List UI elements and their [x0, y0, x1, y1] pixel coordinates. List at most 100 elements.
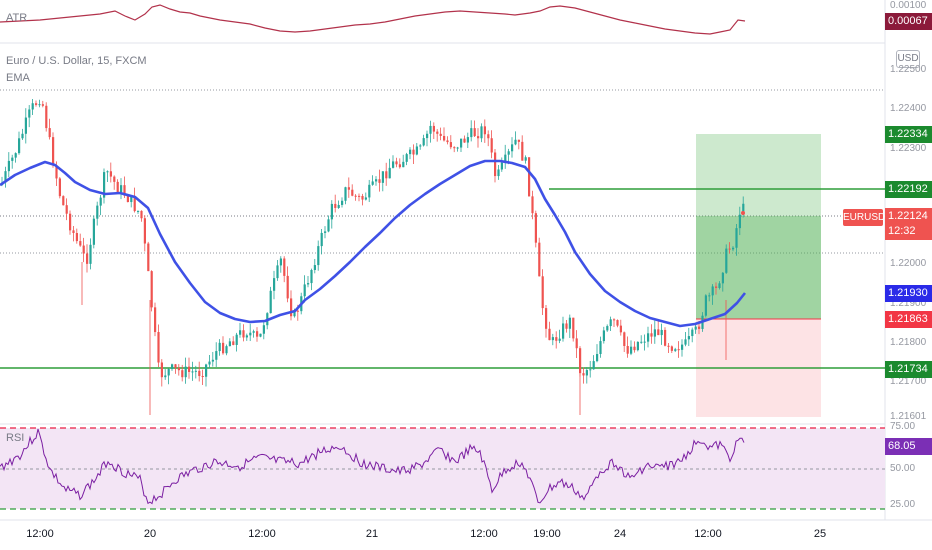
candle-body	[725, 248, 728, 273]
candle-body	[228, 341, 231, 347]
candle-body	[167, 369, 170, 376]
candle-body	[296, 310, 299, 312]
candle-body	[429, 125, 432, 134]
candle-body	[341, 200, 344, 205]
rsi-scale-75: 75.00	[890, 421, 916, 432]
candle-body	[504, 154, 507, 163]
candle-body	[154, 307, 157, 333]
candle-body	[215, 351, 218, 360]
candle-body	[290, 298, 293, 317]
ema-indicator-label[interactable]: EMA	[6, 72, 30, 84]
scale-label-8: 1.21601	[890, 411, 927, 422]
price-tag-level-lower[interactable]: 1.21734	[885, 361, 932, 378]
candle-body	[606, 326, 609, 331]
price-tag-target[interactable]: 1.22334	[885, 126, 932, 143]
candle-body	[698, 326, 701, 329]
candle-body	[419, 145, 422, 147]
time-label: 12:00	[694, 528, 722, 540]
symbol-title[interactable]: Euro / U.S. Dollar, 15, FXCM	[6, 55, 147, 67]
candle-body	[422, 138, 425, 146]
candle-body	[82, 245, 85, 254]
price-tag-entry[interactable]: 1.21863	[885, 311, 932, 328]
candle-body	[211, 359, 214, 362]
candle-body	[191, 371, 194, 373]
price-tag-current[interactable]: 1.22124 12:32	[885, 208, 932, 240]
candle-body	[613, 319, 616, 321]
rsi-label[interactable]: RSI	[6, 432, 25, 444]
target-zone[interactable]	[696, 134, 821, 319]
candle-body	[585, 370, 588, 376]
candle-body	[626, 345, 629, 354]
candle-body	[41, 104, 44, 106]
candle-body	[344, 187, 347, 201]
candle-body	[256, 331, 259, 337]
candle-body	[582, 373, 585, 376]
candle-body	[674, 349, 677, 351]
candle-body	[619, 325, 622, 333]
candle-body	[293, 310, 296, 317]
candle-body	[633, 346, 636, 351]
candle-body	[21, 133, 24, 139]
rsi-band	[0, 428, 885, 509]
ema-line[interactable]	[0, 159, 747, 328]
candle-body	[507, 151, 510, 155]
candle-body	[120, 185, 123, 193]
candle-body	[500, 162, 503, 170]
candle-body	[303, 284, 306, 297]
candle-body	[463, 138, 466, 143]
candle-body	[72, 230, 75, 234]
candle-body	[480, 126, 483, 139]
candle-body	[279, 258, 282, 266]
candle-body	[538, 242, 541, 277]
candle-body	[177, 367, 180, 371]
candle-body	[398, 164, 401, 168]
candle-body	[181, 370, 184, 378]
candle-body	[449, 142, 452, 148]
candle-body	[395, 161, 398, 165]
currency-button[interactable]: USD	[896, 50, 920, 68]
candle-body	[375, 179, 378, 182]
candle-body	[704, 295, 707, 316]
candle-body	[174, 364, 177, 368]
candle-body	[28, 109, 31, 118]
candle-body	[273, 278, 276, 291]
candle-body	[52, 137, 55, 166]
candle-body	[35, 103, 38, 105]
candle-body	[89, 244, 92, 264]
candle-body	[371, 181, 374, 185]
symbol-tag: EURUSD	[843, 209, 885, 226]
scale-label-2: 1.22400	[890, 103, 927, 114]
candle-body	[494, 152, 497, 177]
candle-body	[205, 364, 208, 377]
scale-label-6: 1.21800	[890, 337, 927, 348]
candle-body	[466, 137, 469, 143]
price-tag-ema[interactable]: 1.21930	[885, 285, 932, 302]
candle-body	[409, 149, 412, 155]
candle-body	[164, 375, 167, 378]
scale-label-3: 1.22300	[890, 143, 927, 154]
candle-body	[45, 105, 48, 129]
candle-body	[106, 171, 109, 173]
candle-body	[643, 341, 646, 343]
candle-body	[69, 213, 72, 231]
candle-body	[283, 258, 286, 276]
candle-body	[310, 269, 313, 284]
candle-body	[568, 317, 571, 329]
candle-body	[511, 144, 514, 152]
candle-body	[351, 189, 354, 196]
candle-body	[232, 341, 235, 345]
candle-body	[317, 246, 320, 266]
candle-body	[225, 346, 228, 354]
candle-body	[443, 135, 446, 141]
price-tag-level-upper[interactable]: 1.22192	[885, 181, 932, 198]
candle-body	[269, 290, 272, 314]
candle-body	[667, 345, 670, 347]
candle-body	[575, 338, 578, 349]
rsi-line	[0, 428, 745, 505]
candle-body	[218, 342, 221, 352]
bar-countdown: 12:32	[888, 225, 916, 237]
candle-body	[252, 331, 255, 333]
candle-body	[415, 146, 418, 155]
candle-body	[490, 138, 493, 153]
